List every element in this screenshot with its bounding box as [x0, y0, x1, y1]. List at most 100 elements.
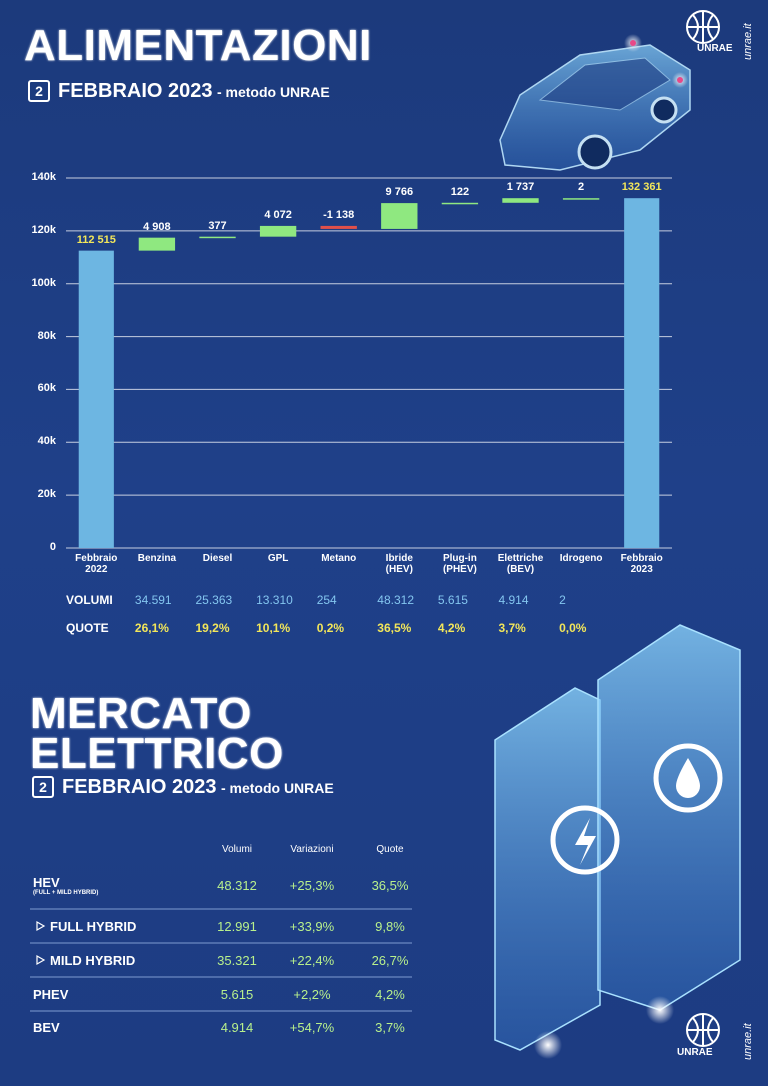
x-tick-label: Plug-in (PHEV)	[442, 553, 477, 575]
y-tick-label: 0	[49, 541, 56, 553]
logo-text: UNRAE	[677, 1047, 713, 1058]
cell: 5.615	[220, 987, 254, 1002]
delta-bar	[381, 203, 418, 229]
row-label: HEV	[33, 875, 60, 890]
share-value: 0,0%	[559, 621, 587, 635]
column-header: Quote	[376, 844, 404, 855]
value-label: 2	[578, 181, 585, 194]
calendar-day: 2	[32, 776, 54, 798]
volume-value: 48.312	[377, 593, 414, 607]
share-value: 0,2%	[316, 621, 345, 635]
y-tick-label: 80k	[37, 329, 56, 342]
car-illustration	[499, 34, 691, 171]
value-label: 112 515	[76, 233, 116, 246]
row-label: PHEV	[33, 987, 69, 1002]
cell: +33,9%	[289, 919, 335, 934]
y-tick-label: 60k	[37, 382, 56, 395]
value-label: -1 138	[323, 208, 355, 221]
cell: 36,5%	[371, 878, 409, 893]
x-tick-label: Idrogeno	[559, 553, 603, 564]
section-title: MERCATO ELETTRICO	[30, 689, 284, 778]
x-tick-label: Ibride (HEV)	[385, 553, 413, 575]
value-label: 4 908	[143, 220, 171, 233]
value-label: 9 766	[385, 186, 414, 199]
value-label: 122	[450, 185, 470, 198]
x-tick-label: GPL	[267, 553, 289, 564]
total-bar	[624, 198, 660, 548]
volume-value: 4.914	[498, 593, 529, 607]
y-tick-label: 40k	[37, 435, 56, 448]
cell: +25,3%	[289, 878, 335, 893]
delta-bar	[259, 225, 297, 237]
cell: 35.321	[217, 953, 257, 968]
volume-value: 254	[316, 593, 337, 607]
delta-bar	[199, 236, 236, 239]
volume-value: 5.615	[437, 593, 468, 607]
volume-value: 2	[559, 593, 566, 607]
site: unrae.it	[742, 1023, 754, 1060]
cell: 26,7%	[371, 953, 409, 968]
delta-bar	[502, 198, 539, 203]
share-value: 3,7%	[498, 621, 526, 635]
volume-value: 13.310	[256, 593, 293, 607]
delta-bar	[441, 202, 479, 205]
row-label: MILD HYBRID	[50, 953, 136, 968]
cell: +22,4%	[289, 953, 335, 968]
volume-value: 25.363	[195, 593, 233, 607]
period: FEBBRAIO 2023 - metodo UNRAE	[62, 776, 334, 799]
cell: 3,7%	[375, 1020, 405, 1035]
total-bar	[78, 250, 114, 549]
period-date: FEBBRAIO 2023	[62, 776, 217, 798]
share-value: 4,2%	[437, 621, 466, 635]
delta-bar	[320, 225, 357, 229]
calendar-day: 2	[28, 80, 50, 102]
volumes-label: VOLUMI	[66, 593, 113, 607]
x-tick-label: Elettriche (BEV)	[497, 553, 544, 575]
y-tick-label: 20k	[37, 488, 56, 501]
cell: +2,2%	[293, 987, 331, 1002]
y-tick-label: 100k	[31, 276, 56, 289]
cell: 4,2%	[375, 987, 405, 1002]
value-label: 4 072	[264, 208, 292, 221]
share-value: 26,1%	[134, 621, 169, 635]
row-markers	[36, 920, 46, 966]
x-tick-label: Metano	[321, 553, 357, 564]
logo-text: UNRAE	[697, 43, 733, 54]
value-label: 1 737	[506, 181, 535, 194]
y-tick-label: 120k	[31, 223, 56, 236]
y-tick-label: 140k	[31, 171, 56, 183]
cell: 4.914	[220, 1020, 254, 1035]
page-title: ALIMENTAZIONI	[24, 21, 372, 70]
row-sublabel: (FULL + MILD HYBRID)	[33, 890, 99, 896]
cell: 48.312	[217, 878, 257, 893]
delta-bar	[138, 237, 176, 251]
share-value: 19,2%	[195, 621, 230, 635]
share-value: 10,1%	[256, 621, 291, 635]
period: FEBBRAIO 2023 - metodo UNRAE	[58, 80, 330, 103]
cell: 9,8%	[375, 919, 405, 934]
method: - metodo UNRAE	[220, 780, 334, 796]
shares-label: QUOTE	[66, 621, 109, 635]
site: unrae.it	[742, 23, 754, 60]
method: - metodo UNRAE	[216, 84, 330, 100]
x-tick-label: Benzina	[137, 553, 177, 564]
cell: +54,7%	[289, 1020, 335, 1035]
row-label: FULL HYBRID	[50, 919, 137, 934]
x-tick-label: Febbraio 2022	[75, 553, 118, 575]
row-label: BEV	[33, 1020, 60, 1035]
logo-mark	[686, 10, 720, 1047]
volume-value: 34.591	[134, 593, 172, 607]
column-header: Variazioni	[290, 844, 334, 855]
delta-bar	[562, 198, 600, 200]
period-date: FEBBRAIO 2023	[58, 80, 213, 102]
value-label: 132 361	[621, 181, 662, 194]
value-label: 377	[208, 219, 227, 232]
cell: 12.991	[217, 919, 257, 934]
table-separators	[30, 908, 412, 1012]
x-tick-label: Febbraio 2023	[620, 553, 663, 575]
charger-illustration	[494, 624, 741, 1059]
x-tick-label: Diesel	[202, 553, 233, 564]
